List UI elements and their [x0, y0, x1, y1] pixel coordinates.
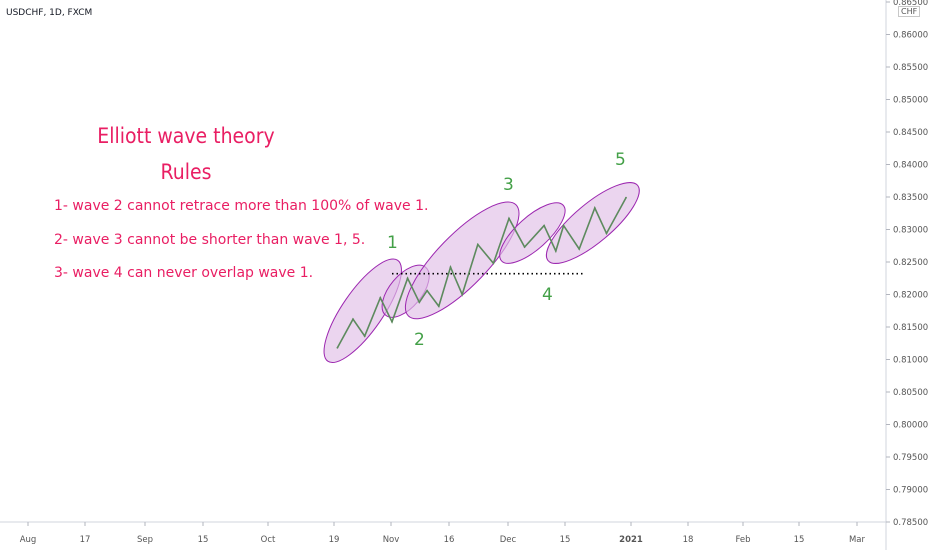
price-point [523, 246, 526, 248]
y-tick-label: 0.83000 [893, 226, 928, 236]
price-point [562, 224, 565, 227]
x-tick-label: 15 [198, 535, 209, 545]
y-tick-label: 0.84000 [893, 161, 928, 171]
price-point [418, 301, 421, 304]
y-tick-label: 0.84500 [893, 128, 928, 138]
wave-label-1: 1 [387, 233, 398, 253]
x-axis-ticks: Aug 17 Sep 15 Oct 19 Nov 16 Dec 15 2021 18 Feb 15 Mar [20, 522, 866, 545]
x-tick-label: Aug [20, 535, 37, 545]
x-tick-label: 16 [444, 535, 455, 545]
y-tick-label: 0.83500 [893, 193, 928, 203]
price-point [508, 217, 510, 220]
x-tick-label: 15 [560, 535, 571, 545]
price-point [543, 224, 545, 227]
rule-line-3: 3- wave 4 can never overlap wave 1. [54, 265, 314, 281]
price-point [391, 320, 393, 323]
wave-label-4: 4 [542, 285, 553, 305]
wave-ellipse-5 [545, 182, 640, 264]
wave-ellipses [323, 182, 640, 364]
y-tick-label: 0.79000 [893, 486, 928, 496]
y-tick-label: 0.80500 [893, 388, 928, 398]
x-tick-label: Sep [137, 535, 153, 545]
y-axis-ticks: 0.86500 0.86000 0.85500 0.85000 0.84500 0.840… [886, 0, 928, 528]
y-tick-label: 0.82000 [893, 291, 928, 301]
price-point [605, 232, 608, 235]
price-point [593, 207, 596, 209]
price-point [352, 318, 354, 321]
price-point [476, 243, 479, 246]
y-tick-label: 0.86500 [893, 0, 928, 8]
rule-line-2: 2- wave 3 cannot be shorter than wave 1,… [54, 232, 366, 248]
y-tick-label: 0.78500 [893, 518, 928, 528]
y-tick-label: 0.86000 [893, 31, 928, 41]
x-tick-label: Mar [849, 535, 866, 545]
symbol-label[interactable]: USDCHF, 1D, FXCM [6, 8, 93, 18]
wave-ellipse-4 [499, 202, 566, 264]
price-point [461, 293, 464, 296]
annotation-title: Elliott wave theory [97, 124, 275, 148]
x-tick-label: 2021 [619, 535, 643, 545]
y-tick-label: 0.85500 [893, 63, 928, 73]
price-point [437, 305, 440, 308]
wave-label-3: 3 [503, 175, 514, 195]
price-point [449, 266, 452, 269]
y-axis-line-group [0, 0, 887, 550]
rule-line-1: 1- wave 2 cannot retrace more than 100% … [54, 198, 429, 214]
price-point [336, 346, 339, 349]
y-tick-label: 0.85000 [893, 96, 928, 106]
currency-badge[interactable]: CHF [898, 6, 921, 17]
y-tick-label: 0.81000 [893, 356, 928, 366]
x-tick-label: 15 [794, 535, 805, 545]
price-point [406, 277, 409, 280]
x-tick-label: 17 [80, 535, 91, 545]
price-point [379, 296, 382, 299]
price-point [492, 262, 495, 265]
x-tick-label: Feb [735, 535, 750, 545]
price-series-line [336, 197, 627, 349]
y-tick-label: 0.81500 [893, 323, 928, 333]
y-tick-label: 0.80000 [893, 421, 928, 431]
x-tick-label: Nov [383, 535, 400, 545]
annotation-subtitle: Rules [160, 160, 212, 184]
price-series [336, 196, 627, 349]
x-tick-label: Oct [261, 535, 276, 545]
wave-ellipse-3 [404, 201, 520, 320]
y-tick-label: 0.82500 [893, 258, 928, 268]
x-tick-label: 18 [683, 535, 694, 545]
price-point [578, 248, 581, 250]
wave-label-5: 5 [615, 150, 626, 170]
x-tick-label: 19 [329, 535, 340, 545]
price-point [554, 250, 557, 252]
wave-label-2: 2 [414, 330, 425, 350]
x-tick-label: Dec [500, 535, 517, 545]
y-tick-label: 0.79500 [893, 453, 928, 463]
price-point [426, 289, 428, 292]
price-point [363, 335, 366, 337]
price-point [625, 196, 627, 199]
